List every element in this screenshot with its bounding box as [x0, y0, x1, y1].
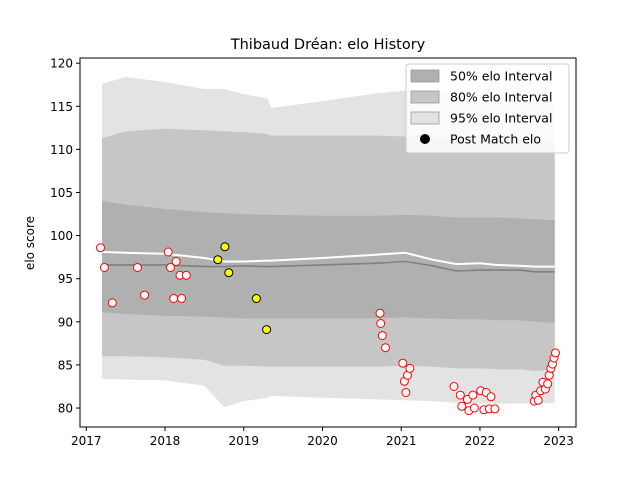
x-tick-label-0: 2017	[71, 434, 102, 448]
y-tick-label-2: 90	[58, 315, 73, 329]
highlight-match-point-0	[213, 255, 223, 265]
past-match-point-36	[533, 395, 543, 405]
past-match-point-2	[107, 298, 117, 308]
axes: 2017 2018 2019 2020 2021 2022 2023 80 85 90 95 100 1…	[50, 57, 577, 448]
past-match-point-0	[96, 243, 105, 253]
band-50-interval	[102, 201, 555, 323]
past-match-point-18	[401, 388, 411, 397]
past-match-point-45	[551, 348, 560, 358]
chart-title: Thibaud Dréan: elo History	[230, 37, 426, 53]
y-tick-label-7: 115	[50, 100, 73, 114]
past-match-point-23	[457, 401, 467, 411]
past-match-point-13	[376, 319, 386, 328]
x-tick-label-3: 2020	[307, 434, 338, 448]
past-match-point-8	[171, 257, 181, 266]
past-match-point-1	[99, 263, 109, 272]
past-match-point-32	[486, 392, 496, 402]
past-match-point-14	[377, 331, 387, 341]
legend-swatch-band95	[410, 111, 440, 125]
legend-label-0: 50% elo Interval	[450, 69, 552, 84]
y-tick-label-3: 95	[58, 272, 73, 286]
highlight-match-point-2	[224, 268, 234, 278]
legend-dot-marker	[420, 134, 430, 144]
highlight-match-point-4	[262, 325, 272, 335]
past-match-point-4	[140, 290, 150, 300]
past-match-point-10	[177, 294, 187, 303]
y-tick-label-5: 105	[50, 186, 73, 200]
past-match-point-15	[381, 343, 390, 353]
mean-elo-line	[102, 260, 555, 273]
legend: 50% elo Interval 80% elo Interval 95% elo …	[405, 63, 570, 154]
y-tick-label-6: 110	[50, 143, 73, 157]
past-match-point-7	[169, 294, 179, 303]
past-match-point-22	[455, 390, 465, 400]
past-match-point-16	[398, 358, 408, 368]
y-tick-label-0: 80	[58, 402, 73, 416]
past-match-point-26	[468, 390, 478, 400]
plot-area	[96, 77, 560, 416]
past-match-point-40	[543, 379, 553, 389]
past-match-point-21	[449, 382, 459, 391]
y-axis-label: elo score	[23, 216, 37, 270]
past-match-point-3	[133, 263, 142, 272]
x-tick-label-6: 2023	[543, 434, 574, 448]
legend-label-1: 80% elo Interval	[450, 90, 552, 105]
y-tick-label-8: 120	[50, 57, 73, 71]
highlight-match-point-1	[220, 242, 230, 252]
past-match-point-5	[163, 247, 173, 257]
past-match-point-6	[166, 263, 175, 272]
x-tick-label-1: 2018	[150, 434, 181, 448]
legend-label-3: Post Match elo	[450, 132, 541, 147]
x-tick-label-5: 2022	[465, 434, 496, 448]
fitted-elo-line	[101, 251, 555, 268]
legend-swatch-band80	[410, 90, 440, 104]
past-match-point-27	[469, 403, 479, 413]
legend-label-2: 95% elo Interval	[450, 111, 552, 126]
highlight-match-point-3	[251, 294, 261, 303]
past-match-point-11	[181, 270, 191, 280]
x-tick-label-2: 2019	[228, 434, 259, 448]
past-match-point-33	[490, 404, 500, 414]
x-tick-label-4: 2021	[386, 434, 417, 448]
legend-box	[405, 63, 570, 154]
y-tick-label-4: 100	[50, 229, 73, 243]
legend-swatch-band50	[410, 69, 440, 83]
past-match-point-12	[375, 308, 385, 318]
y-tick-label-1: 85	[58, 358, 73, 372]
axes-frame	[79, 57, 577, 428]
past-match-point-20	[405, 363, 415, 373]
